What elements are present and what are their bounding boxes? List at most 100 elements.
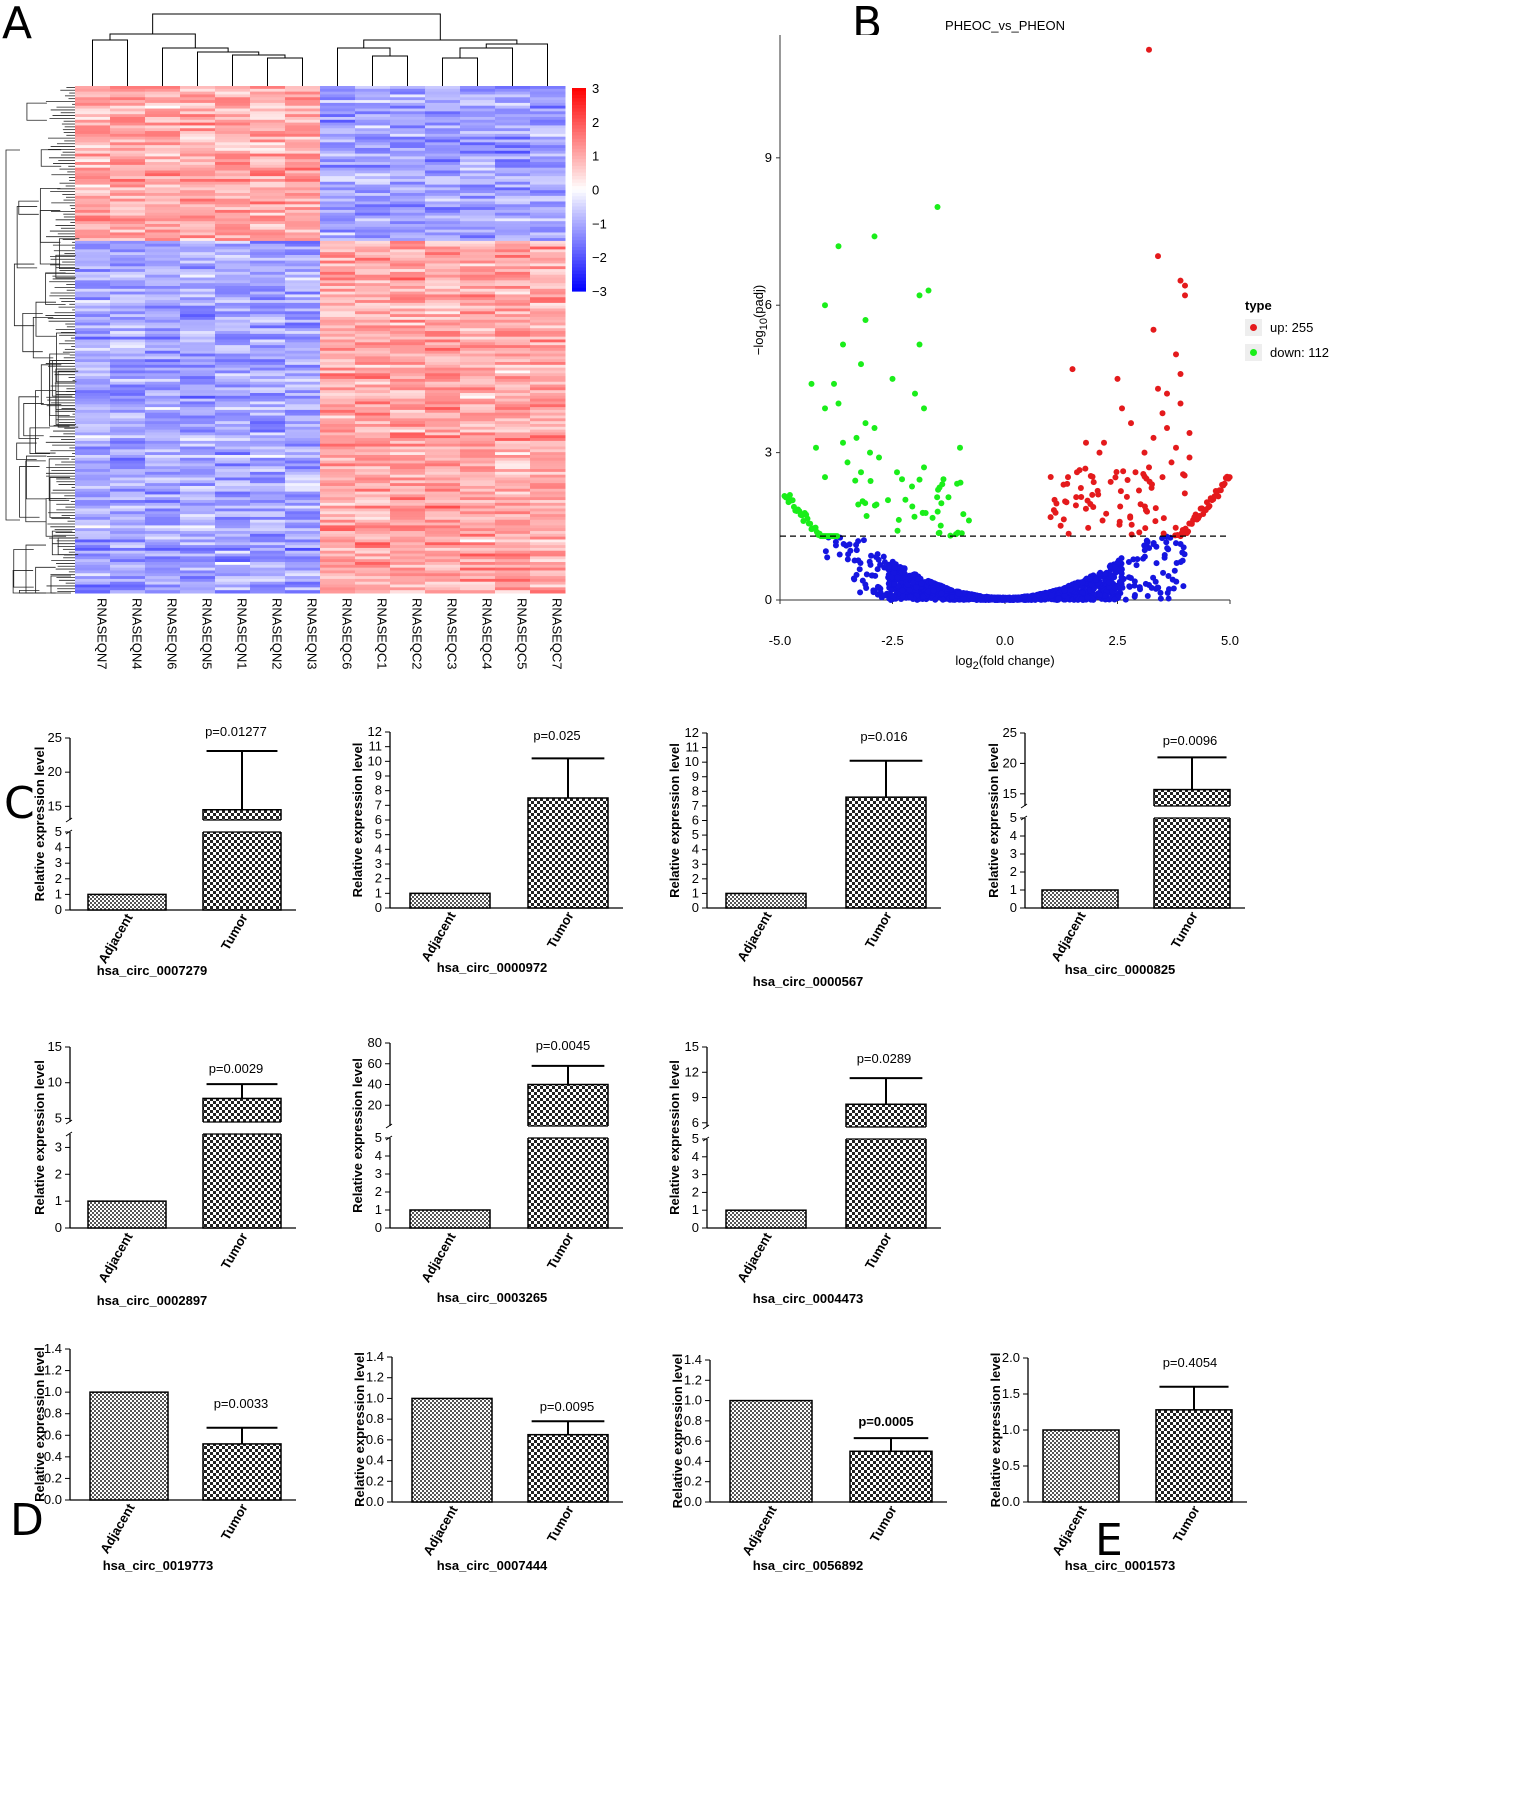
heatmap-cell	[250, 252, 286, 256]
y-tick-label: 5	[55, 824, 62, 839]
heatmap-cell	[215, 500, 251, 504]
heatmap-cell	[530, 528, 566, 532]
heatmap-cell	[530, 198, 566, 202]
heatmap-cell	[390, 122, 426, 126]
heatmap-cell	[110, 111, 146, 115]
heatmap-cell	[75, 153, 111, 157]
heatmap-cell	[460, 221, 496, 225]
y-tick-label: 2	[375, 1184, 382, 1199]
heatmap-cell	[425, 153, 461, 157]
heatmap-cell	[390, 308, 426, 312]
heatmap-cell	[145, 471, 181, 476]
heatmap-cell	[320, 224, 356, 228]
heatmap-cell	[250, 308, 286, 312]
heatmap-cell	[530, 119, 566, 124]
heatmap-cell	[460, 263, 496, 267]
heatmap-cell	[215, 119, 251, 124]
heatmap-cell	[495, 469, 531, 473]
colorbar-step	[572, 115, 586, 120]
volcano-point-down	[934, 203, 941, 210]
volcano-point-down	[911, 513, 918, 520]
heatmap-cell	[460, 578, 496, 583]
volcano-point-up	[1182, 292, 1188, 299]
heatmap-cell	[75, 147, 111, 152]
heatmap-cell	[390, 525, 426, 529]
heatmap-cell	[110, 387, 146, 391]
volcano-point-ns	[1180, 583, 1187, 590]
heatmap-cell	[75, 378, 111, 383]
volcano-point-ns	[1170, 585, 1177, 592]
heatmap-cell	[285, 556, 321, 560]
heatmap-cell	[495, 395, 531, 400]
heatmap-cell	[425, 114, 461, 118]
heatmap-cell	[530, 500, 566, 504]
heatmap-cell	[320, 491, 356, 495]
y-tick-label: 5	[375, 827, 382, 842]
heatmap-cell	[250, 590, 286, 594]
heatmap-cell	[530, 255, 566, 259]
heatmap-cell	[215, 145, 251, 149]
heatmap-cell	[320, 378, 356, 383]
heatmap-cell	[530, 314, 566, 318]
heatmap-cell	[75, 170, 111, 174]
heatmap-cell	[215, 536, 251, 540]
heatmap-cell	[460, 356, 496, 360]
heatmap-cell	[250, 514, 286, 518]
heatmap-cell	[180, 116, 216, 121]
heatmap-cell	[530, 156, 566, 160]
heatmap-cell	[390, 246, 426, 250]
heatmap-cell	[320, 539, 356, 543]
heatmap-cell	[75, 435, 111, 439]
heatmap-cell	[250, 559, 286, 563]
heatmap-cell	[250, 390, 286, 394]
heatmap-cell	[250, 269, 286, 273]
heatmap-cell	[460, 460, 496, 464]
heatmap-cell	[110, 539, 146, 543]
bar	[725, 1209, 807, 1229]
category-label: Tumor	[218, 911, 251, 953]
heatmap-cell	[145, 378, 181, 383]
heatmap-cell	[425, 539, 461, 543]
heatmap-cell	[355, 435, 391, 439]
heatmap-cell	[215, 164, 251, 169]
y-tick-label: 0	[1010, 900, 1017, 915]
heatmap-cell	[285, 539, 321, 543]
volcano-point-up	[1173, 351, 1179, 358]
heatmap-cell	[285, 252, 321, 256]
heatmap-cell	[355, 311, 391, 315]
heatmap-column-label: RNASEQC2	[410, 598, 425, 670]
colorbar-step	[572, 111, 586, 116]
volcano-point-up	[1094, 487, 1101, 494]
heatmap-cell	[75, 587, 111, 591]
heatmap-cell	[145, 271, 181, 276]
heatmap-cell	[180, 229, 216, 233]
heatmap-cell	[320, 528, 356, 532]
heatmap-cell	[460, 283, 496, 287]
heatmap-cell	[145, 238, 181, 242]
heatmap-cell	[355, 314, 391, 318]
volcano-point-ns	[1169, 576, 1176, 583]
heatmap-cell	[425, 584, 461, 588]
heatmap-cell	[495, 215, 531, 219]
heatmap-cell	[215, 576, 251, 580]
heatmap-cell	[110, 108, 146, 112]
heatmap-cell	[180, 215, 216, 219]
heatmap-cell	[530, 367, 566, 371]
bar	[202, 1097, 282, 1229]
y-tick-label: 25	[1003, 725, 1017, 740]
heatmap-cell	[390, 319, 426, 324]
heatmap-cell	[320, 308, 356, 312]
heatmap-cell	[390, 508, 426, 512]
heatmap-cell	[460, 463, 496, 467]
volcano-point-ns	[860, 537, 867, 544]
y-tick-label: 1.0	[44, 1384, 62, 1399]
heatmap-cell	[110, 446, 146, 450]
heatmap-cell	[460, 350, 496, 355]
heatmap-cell	[495, 311, 531, 315]
dendrogram-branch	[459, 47, 513, 86]
heatmap-cell	[460, 531, 496, 535]
heatmap-cell	[390, 195, 426, 200]
row-dendrogram-branch	[16, 206, 38, 269]
heatmap-cell	[250, 297, 286, 301]
heatmap-column-label: RNASEQN7	[95, 598, 110, 670]
